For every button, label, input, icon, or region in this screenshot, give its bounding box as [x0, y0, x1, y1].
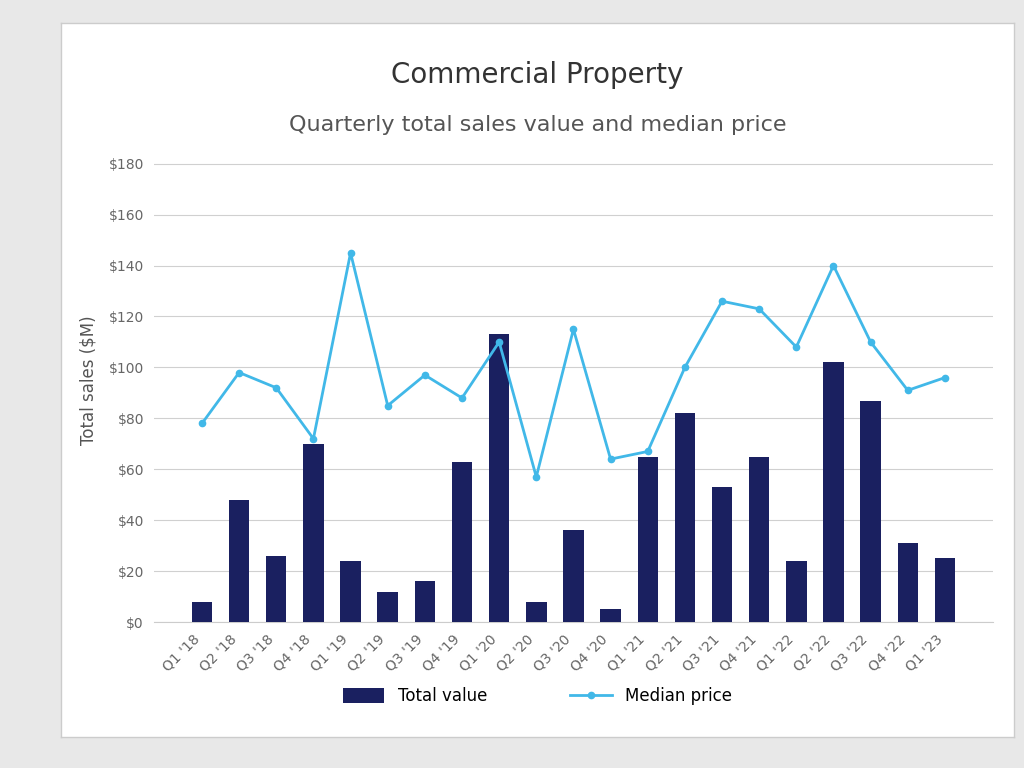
Bar: [229, 500, 249, 622]
Median price: [419, 370, 431, 379]
Y-axis label: Total sales ($M): Total sales ($M): [80, 316, 97, 445]
Median price: [530, 472, 543, 482]
Median price: [196, 419, 208, 428]
Median price: [344, 248, 356, 257]
Median price: [233, 368, 246, 377]
Median price: [604, 455, 616, 464]
Median price: [939, 373, 951, 382]
Bar: [935, 558, 955, 622]
Median price: [827, 261, 840, 270]
Median price: [270, 383, 283, 392]
Bar: [563, 531, 584, 622]
Median price: [753, 304, 765, 313]
Legend: Total value, Median price: Total value, Median price: [335, 679, 740, 713]
Bar: [340, 561, 360, 622]
Median price: [456, 393, 468, 402]
Bar: [823, 362, 844, 622]
Bar: [415, 581, 435, 622]
Text: Quarterly total sales value and median price: Quarterly total sales value and median p…: [289, 115, 786, 135]
Median price: [716, 296, 728, 306]
Median price: [642, 447, 654, 456]
Bar: [712, 487, 732, 622]
Median price: [791, 343, 803, 352]
Bar: [675, 413, 695, 622]
Bar: [266, 556, 287, 622]
Text: Commercial Property: Commercial Property: [391, 61, 684, 89]
Median price: [307, 434, 319, 443]
Bar: [452, 462, 472, 622]
Line: Median price: Median price: [199, 250, 948, 480]
Median price: [382, 401, 394, 410]
Median price: [567, 325, 580, 334]
Bar: [600, 609, 621, 622]
Median price: [679, 362, 691, 372]
Bar: [638, 456, 658, 622]
Bar: [898, 543, 918, 622]
Bar: [303, 444, 324, 622]
Bar: [749, 456, 769, 622]
Bar: [488, 334, 509, 622]
Bar: [526, 601, 547, 622]
Bar: [378, 591, 398, 622]
Bar: [860, 401, 881, 622]
Bar: [786, 561, 807, 622]
Median price: [493, 337, 505, 346]
Median price: [901, 386, 913, 395]
Bar: [191, 601, 212, 622]
Median price: [864, 337, 877, 346]
